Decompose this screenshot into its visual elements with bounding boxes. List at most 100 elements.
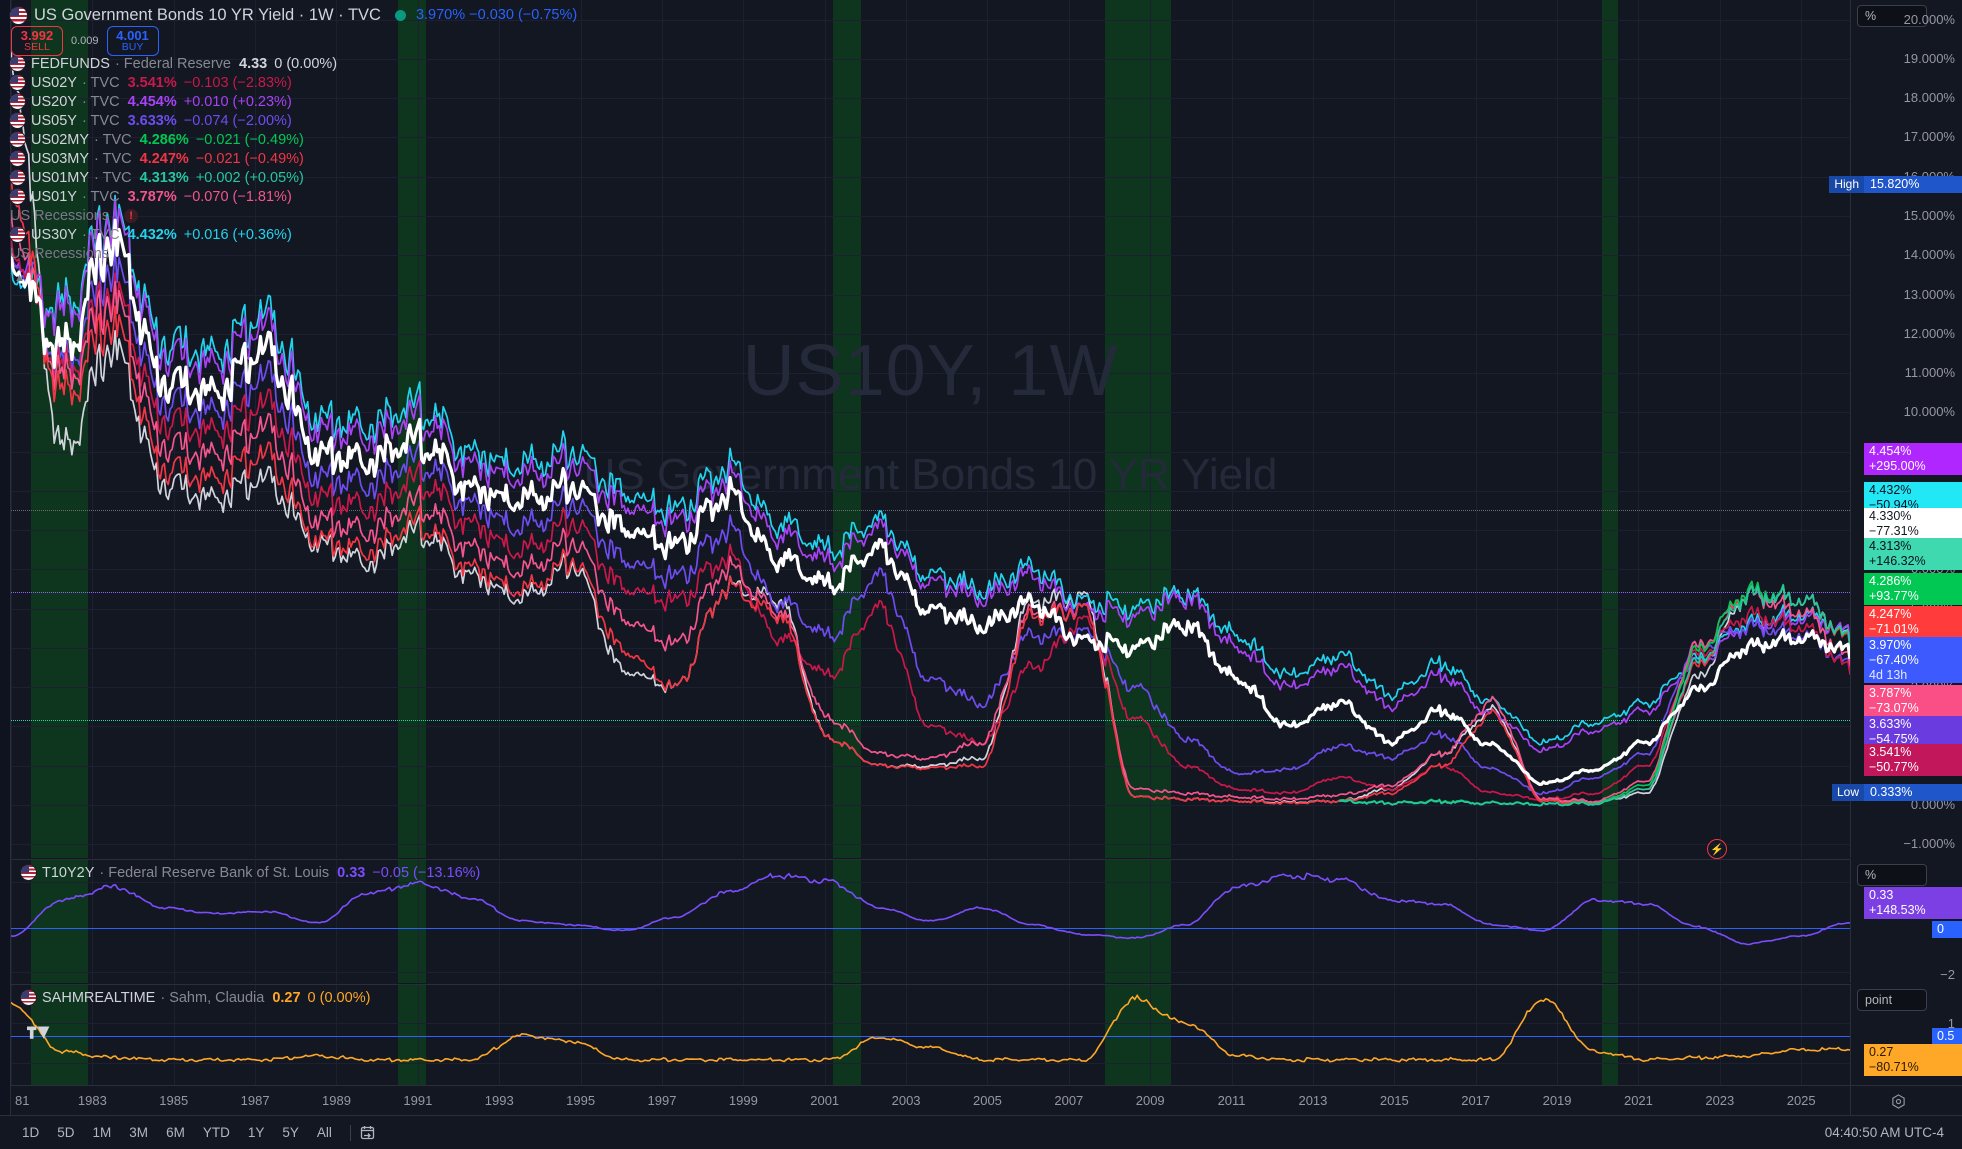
range-button-3m[interactable]: 3M: [129, 1125, 149, 1140]
main-price-axis[interactable]: % 20.000%19.000%18.000%17.000%16.000%15.…: [1829, 0, 1962, 858]
range-button-ytd[interactable]: YTD: [202, 1125, 230, 1140]
t10y2y-price-axis[interactable]: % 2−20.33+148.53%0: [1850, 859, 1962, 983]
range-button-1d[interactable]: 1D: [22, 1125, 40, 1140]
gridline-horizontal: [11, 373, 1850, 375]
legend-row-us30y[interactable]: US30Y · TVC 4.432% +0.016 (+0.36%): [10, 225, 577, 244]
main-axis-unit-chip[interactable]: %: [1857, 5, 1927, 27]
legend-change: −0.074 (−2.00%): [183, 112, 292, 129]
chart-stage[interactable]: US10Y, 1W US Government Bonds 10 YR Yiel…: [11, 0, 1850, 1085]
sell-button[interactable]: 3.992 SELL: [11, 26, 63, 56]
gridline-vertical: [1312, 0, 1314, 858]
legend-row-us-recessions[interactable]: US Recessions!: [10, 206, 577, 225]
gridline-vertical: [1312, 860, 1314, 983]
buy-button[interactable]: 4.001 BUY: [106, 26, 159, 56]
left-toolbar-rail[interactable]: [0, 0, 11, 1149]
legend-series-rows[interactable]: FEDFUNDS · Federal Reserve 4.33 0 (0.00%) US…: [10, 54, 577, 263]
time-settings-icon[interactable]: [1891, 1094, 1906, 1109]
legend-row-fedfunds[interactable]: FEDFUNDS · Federal Reserve 4.33 0 (0.00%): [10, 54, 577, 73]
alert-lightning-icon[interactable]: ⚡: [1707, 839, 1727, 859]
t10y2y-axis-unit-chip[interactable]: %: [1857, 864, 1927, 886]
us-flag-icon: [10, 113, 25, 128]
gridline-vertical: [336, 860, 338, 983]
price-tag-4330: 4.330% −77.31%: [1864, 508, 1962, 540]
range-button-5y[interactable]: 5Y: [282, 1125, 299, 1140]
legend-row-us01y[interactable]: US01Y · TVC 3.787% −0.070 (−1.81%): [10, 187, 577, 206]
time-axis-tick: 2019: [1542, 1093, 1572, 1108]
gridline-vertical: [11, 860, 12, 983]
gridline-vertical: [1231, 0, 1233, 858]
legend-source: · TVC: [81, 112, 120, 129]
spread-value: 0.009: [71, 35, 99, 47]
price-tag-3541: 3.541% −50.77%: [1864, 744, 1962, 776]
gridline-vertical: [173, 860, 175, 983]
sahm-price-axis[interactable]: point 1 0.5 0.27 −80.71%: [1850, 984, 1962, 1085]
order-ticket[interactable]: 3.992 SELL 0.009 4.001 BUY: [11, 26, 159, 56]
gridline-vertical: [255, 0, 257, 858]
legend-symbol: US02MY: [31, 131, 90, 148]
header-change: −0.030: [469, 7, 514, 23]
gridline-vertical: [743, 860, 745, 983]
level-line-dotted-grey: [11, 510, 1850, 511]
legend-collapse-arrow-icon[interactable]: ▲: [14, 272, 25, 284]
series-line-us10y: [11, 218, 1850, 786]
range-button-1m[interactable]: 1M: [92, 1125, 112, 1140]
t10y2y-pane[interactable]: T10Y2Y · Federal Reserve Bank of St. Loui…: [11, 859, 1850, 983]
legend-row-us01my[interactable]: US01MY · TVC 4.313% +0.002 (+0.05%): [10, 168, 577, 187]
price-axis-high-marker: High 15.820%: [1829, 175, 1962, 193]
bottom-toolbar[interactable]: 1D 5D 1M 3M 6M YTD 1Y 5Y All 04:40:50 AM UTC-4: [0, 1115, 1962, 1149]
legend-row-us02my[interactable]: US02MY · TVC 4.286% −0.021 (−0.49%): [10, 130, 577, 149]
gridline-horizontal: [11, 137, 1850, 139]
recession-band: [1105, 860, 1171, 983]
gridline-vertical: [11, 0, 12, 858]
axis-corner[interactable]: [1850, 1085, 1962, 1115]
legend-value: 4.286%: [139, 131, 189, 148]
chart-legend[interactable]: US Government Bonds 10 YR Yield · 1W · T…: [10, 4, 577, 263]
legend-row-sahmrealtime[interactable]: SAHMREALTIME · Sahm, Claudia 0.27 0 (0.00%): [21, 988, 376, 1007]
sahm-pane[interactable]: SAHMREALTIME · Sahm, Claudia 0.27 0 (0.00%): [11, 984, 1850, 1085]
legend-title-row[interactable]: US Government Bonds 10 YR Yield · 1W · T…: [10, 4, 577, 26]
gridline-horizontal: [11, 19, 1850, 21]
price-tag-4313: 4.313% +146.32%: [1864, 538, 1962, 570]
range-button-all[interactable]: All: [316, 1125, 332, 1140]
legend-row-t10y2y[interactable]: T10Y2Y · Federal Reserve Bank of St. Loui…: [21, 863, 486, 882]
gridline-vertical: [255, 860, 257, 983]
gridline-vertical: [1475, 985, 1477, 1085]
main-series-plot: [11, 50, 1850, 807]
gridline-horizontal: [11, 58, 1850, 60]
main-price-pane[interactable]: US10Y, 1W US Government Bonds 10 YR Yiel…: [11, 0, 1850, 858]
header-last-price: 3.970%: [415, 7, 466, 23]
sahm-axis-unit-chip[interactable]: point: [1857, 989, 1927, 1011]
gridline-vertical: [987, 860, 989, 983]
legend-row-us02y[interactable]: US02Y · TVC 3.541% −0.103 (−2.83%): [10, 73, 577, 92]
legend-symbol: US20Y: [31, 93, 77, 110]
gridline-horizontal: [11, 490, 1850, 492]
gridline-vertical: [1719, 985, 1721, 1085]
legend-row-us03my[interactable]: US03MY · TVC 4.247% −0.021 (−0.49%): [10, 149, 577, 168]
legend-value: 0.27: [272, 989, 301, 1006]
gridline-vertical: [987, 0, 989, 858]
price-tag-value: 3.970%: [1869, 638, 1912, 652]
range-buttons[interactable]: 1D 5D 1M 3M 6M YTD 1Y 5Y All: [14, 1122, 342, 1143]
us-flag-icon: [10, 151, 25, 166]
gridline-vertical: [1068, 860, 1070, 983]
gridline-horizontal: [11, 215, 1850, 217]
time-axis[interactable]: 81 1983 1985 1987 1989 1991 1993 1995 1997 1999 20…: [11, 1085, 1850, 1115]
gridline-vertical: [1475, 0, 1477, 858]
legend-row-us20y[interactable]: US20Y · TVC 4.454% +0.010 (+0.23%): [10, 92, 577, 111]
legend-row-us-recessions[interactable]: US Recessions: [10, 244, 577, 263]
legend-change: −0.021 (−0.49%): [195, 131, 304, 148]
range-button-6m[interactable]: 6M: [166, 1125, 185, 1140]
warning-icon[interactable]: !: [124, 208, 139, 223]
legend-change: −0.103 (−2.83%): [183, 74, 292, 91]
gridline-vertical: [1394, 860, 1396, 983]
calendar-goto-icon[interactable]: [359, 1124, 377, 1142]
legend-value: 3.541%: [127, 74, 177, 91]
gridline-horizontal: [11, 1023, 1850, 1024]
range-button-1y[interactable]: 1Y: [247, 1125, 265, 1140]
range-button-5d[interactable]: 5D: [57, 1125, 75, 1140]
gridline-vertical: [1638, 0, 1640, 858]
market-open-dot-icon: [394, 9, 406, 21]
sub-axis-tick: 1: [1947, 1016, 1955, 1031]
time-axis-tick: 2021: [1623, 1093, 1653, 1108]
legend-row-us05y[interactable]: US05Y · TVC 3.633% −0.074 (−2.00%): [10, 111, 577, 130]
